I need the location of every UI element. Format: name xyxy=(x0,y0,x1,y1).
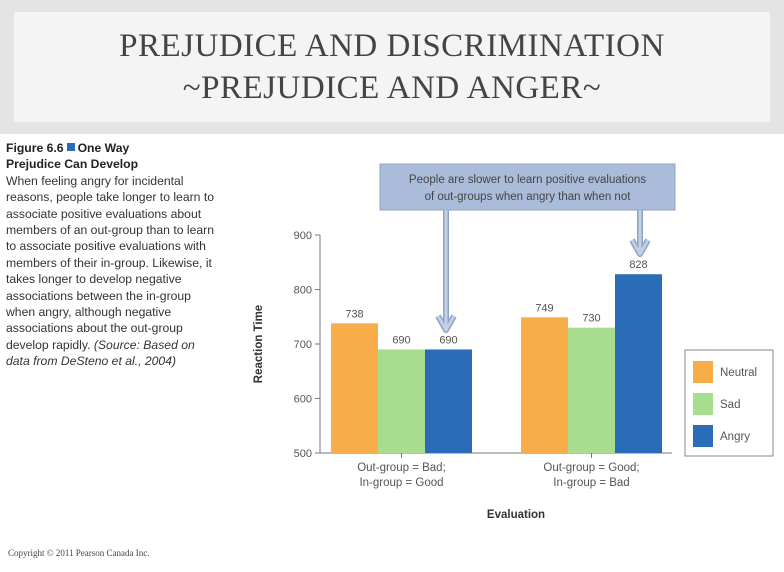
x-category-label: In-group = Good xyxy=(359,477,443,489)
x-axis-title: Evaluation xyxy=(487,509,545,521)
legend-label-neutral: Neutral xyxy=(720,367,757,379)
x-category-label: Out-group = Bad; xyxy=(357,462,446,474)
legend-label-angry: Angry xyxy=(720,431,750,443)
figure-body: When feeling angry for incidental reason… xyxy=(6,173,215,352)
chart-axes: 500 600 700 800 900 Reaction Time Evaluation Ou… xyxy=(253,230,672,521)
bar-value-label: 690 xyxy=(392,334,410,346)
bar-sad xyxy=(378,349,425,453)
figure-caption: Figure 6.6 One Way Prejudice Can Develop … xyxy=(6,140,216,370)
bar-value-label: 690 xyxy=(439,334,457,346)
y-tick-label: 600 xyxy=(294,394,312,406)
legend-swatch-neutral xyxy=(693,361,713,383)
blue-square-icon xyxy=(66,143,75,151)
legend-swatch-sad xyxy=(693,393,713,415)
figure-label: Figure 6.6 xyxy=(6,141,64,155)
y-tick-label: 500 xyxy=(294,448,312,460)
bar-neutral xyxy=(331,323,378,453)
slide-title-line-2: ~PREJUDICE AND ANGER~ xyxy=(182,70,602,106)
legend-swatch-angry xyxy=(693,425,713,447)
figure-title-b: Prejudice Can Develop xyxy=(6,157,139,172)
callout-box xyxy=(379,163,676,211)
callout-line-2: of out-groups when angry than when not xyxy=(425,191,632,203)
copyright: Copyright © 2011 Pearson Canada Inc. xyxy=(8,548,150,558)
callout-arrow-right-inner xyxy=(630,210,650,256)
slide-title-line-1: PREJUDICE AND DISCRIMINATION xyxy=(119,28,665,64)
callout-line-1: People are slower to learn positive eval… xyxy=(409,174,646,186)
legend-label-sad: Sad xyxy=(720,399,740,411)
bar-value-label: 749 xyxy=(535,302,553,314)
callout-arrow-left-inner xyxy=(436,210,456,332)
x-category-label: Out-group = Good; xyxy=(543,462,639,474)
y-tick-label: 900 xyxy=(294,230,312,242)
bar-angry xyxy=(425,349,472,453)
bar-value-label: 738 xyxy=(345,308,363,320)
bar-value-label: 730 xyxy=(582,313,600,325)
x-category-label: In-group = Bad xyxy=(553,477,629,489)
figure-title-a: One Way xyxy=(77,141,130,155)
slide-title: PREJUDICE AND DISCRIMINATION ~PREJUDICE … xyxy=(14,12,770,122)
bar-sad xyxy=(568,327,615,453)
figure-source: (Source: Based on data from DeSteno et a… xyxy=(6,337,195,369)
bar-angry xyxy=(615,274,662,453)
chart-bars: 738 690 690 749 730 828 xyxy=(331,259,662,453)
y-axis-title: Reaction Time xyxy=(253,305,265,383)
y-tick-label: 800 xyxy=(294,285,312,297)
bar-value-label: 828 xyxy=(629,259,647,271)
callout: People are slower to learn positive eval… xyxy=(379,163,676,333)
chart-legend: Neutral Sad Angry xyxy=(684,349,774,457)
y-tick-label: 700 xyxy=(294,339,312,351)
bar-neutral xyxy=(521,317,568,453)
